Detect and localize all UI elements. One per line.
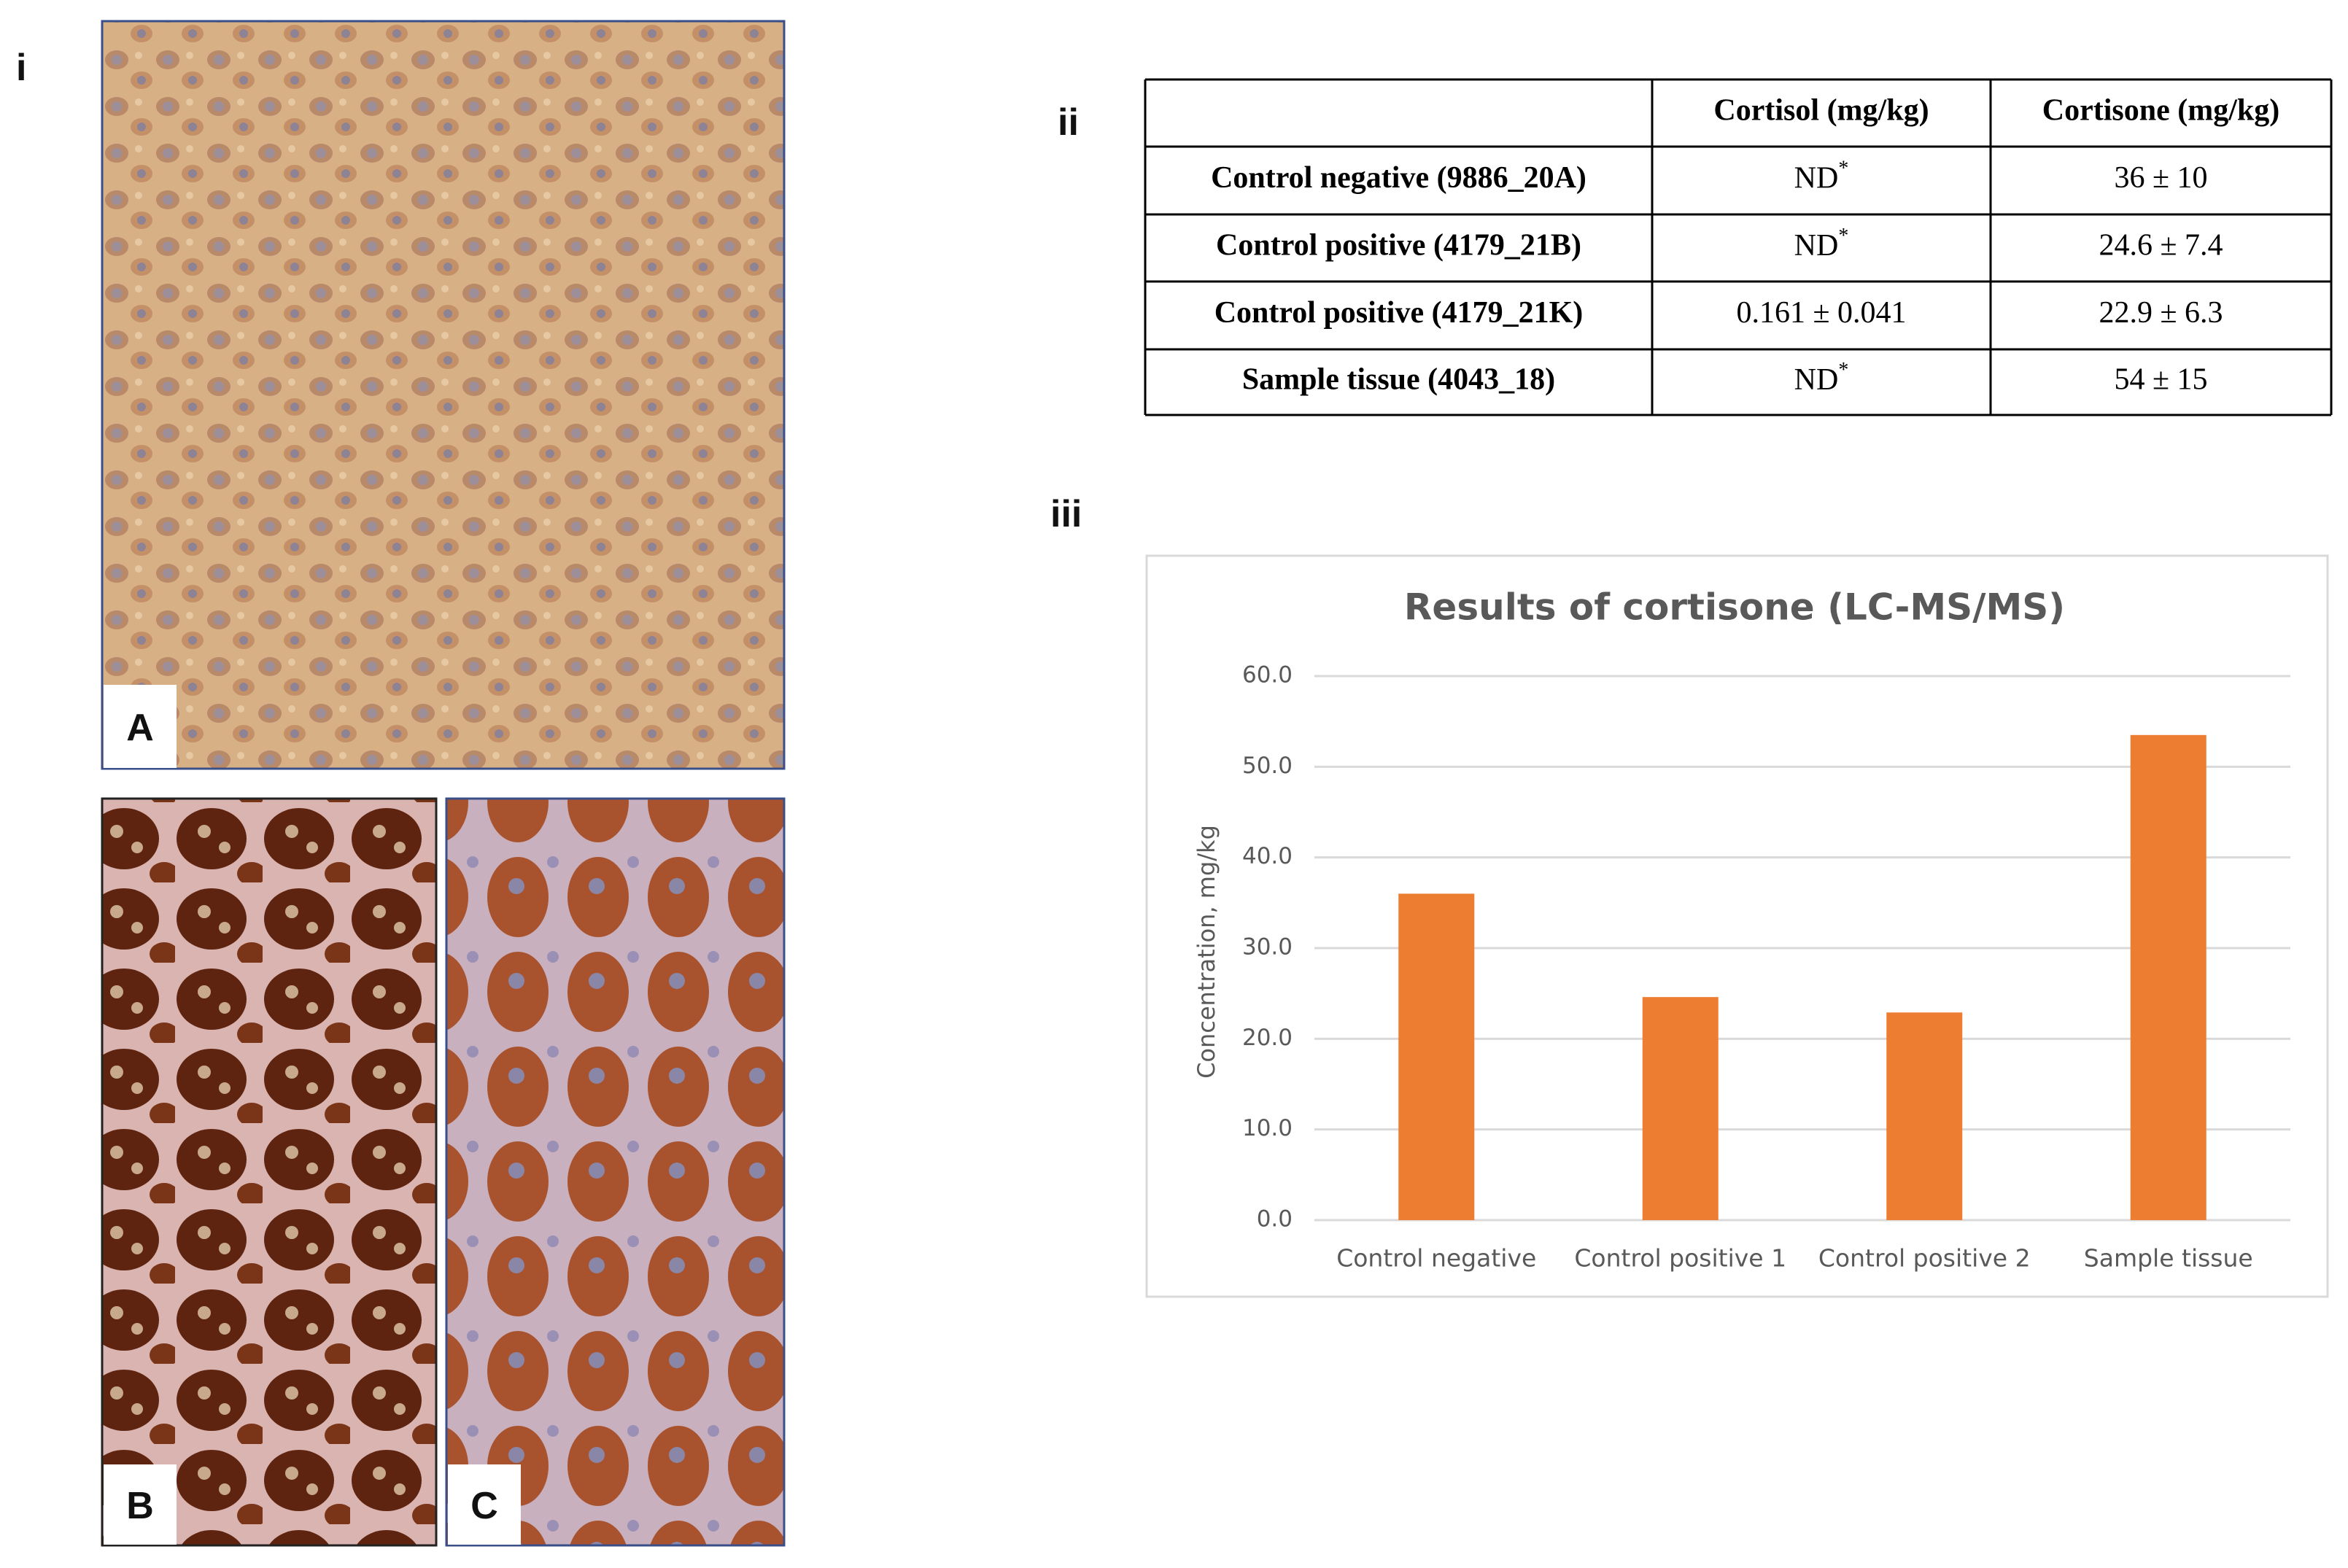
table-cell: 24.6 ± 7.4 xyxy=(2099,229,2223,263)
image-label: A xyxy=(126,707,154,749)
row-header: Sample tissue (4043_18) xyxy=(1242,363,1555,397)
panel-label: i xyxy=(16,47,26,89)
table-cell: 54 ± 15 xyxy=(2114,363,2207,397)
micrograph xyxy=(445,797,786,1547)
panel-label: ii xyxy=(1058,101,1079,144)
row-header: Control positive (4179_21K) xyxy=(1214,296,1584,330)
image-label-box xyxy=(448,1464,521,1545)
table-cell: 22.9 ± 6.3 xyxy=(2099,296,2223,330)
cell-text: ND xyxy=(1794,363,1839,397)
column-header: Cortisol (mg/kg) xyxy=(1713,94,1929,128)
image-label-box xyxy=(104,1464,177,1545)
y-tick-label: 20.0 xyxy=(1242,1025,1293,1051)
table-cell: ND* xyxy=(1794,225,1849,262)
table-cell: 0.161 ± 0.041 xyxy=(1736,296,1906,330)
micrograph xyxy=(101,797,438,1547)
image-label: C xyxy=(470,1485,498,1527)
micrograph xyxy=(101,20,786,770)
x-tick-label: Control positive 2 xyxy=(1818,1244,2031,1273)
bar xyxy=(1398,893,1475,1220)
y-tick-label: 30.0 xyxy=(1242,934,1293,960)
cell-text: ND xyxy=(1794,229,1839,263)
footnote-mark: * xyxy=(1838,359,1848,381)
image-label: B xyxy=(126,1485,154,1527)
chart-title: Results of cortisone (LC-MS/MS) xyxy=(1404,586,2065,629)
footnote-mark: * xyxy=(1838,225,1848,247)
y-tick-label: 50.0 xyxy=(1242,753,1293,779)
image-label-box xyxy=(104,685,177,768)
footnote-mark: * xyxy=(1838,158,1848,180)
x-tick-label: Control negative xyxy=(1336,1244,1536,1273)
column-header: Cortisone (mg/kg) xyxy=(2042,94,2279,128)
y-tick-label: 60.0 xyxy=(1242,662,1293,688)
y-tick-label: 10.0 xyxy=(1242,1115,1293,1141)
row-header: Control positive (4179_21B) xyxy=(1216,229,1581,263)
y-axis-label: Concentration, mg/kg xyxy=(1193,825,1220,1079)
table-cell: 36 ± 10 xyxy=(2114,161,2207,195)
y-tick-label: 0.0 xyxy=(1257,1206,1293,1233)
y-tick-label: 40.0 xyxy=(1242,843,1293,869)
table-cell: ND* xyxy=(1794,158,1849,195)
cell-text: ND xyxy=(1794,161,1839,195)
row-header: Control negative (9886_20A) xyxy=(1211,161,1586,195)
x-tick-label: Sample tissue xyxy=(2084,1244,2253,1273)
panel-label: iii xyxy=(1050,493,1082,535)
bar xyxy=(1886,1012,1963,1220)
bar xyxy=(1642,997,1719,1220)
table-cell: ND* xyxy=(1794,359,1849,396)
x-tick-label: Control positive 1 xyxy=(1574,1244,1786,1273)
bar xyxy=(2130,734,2206,1220)
